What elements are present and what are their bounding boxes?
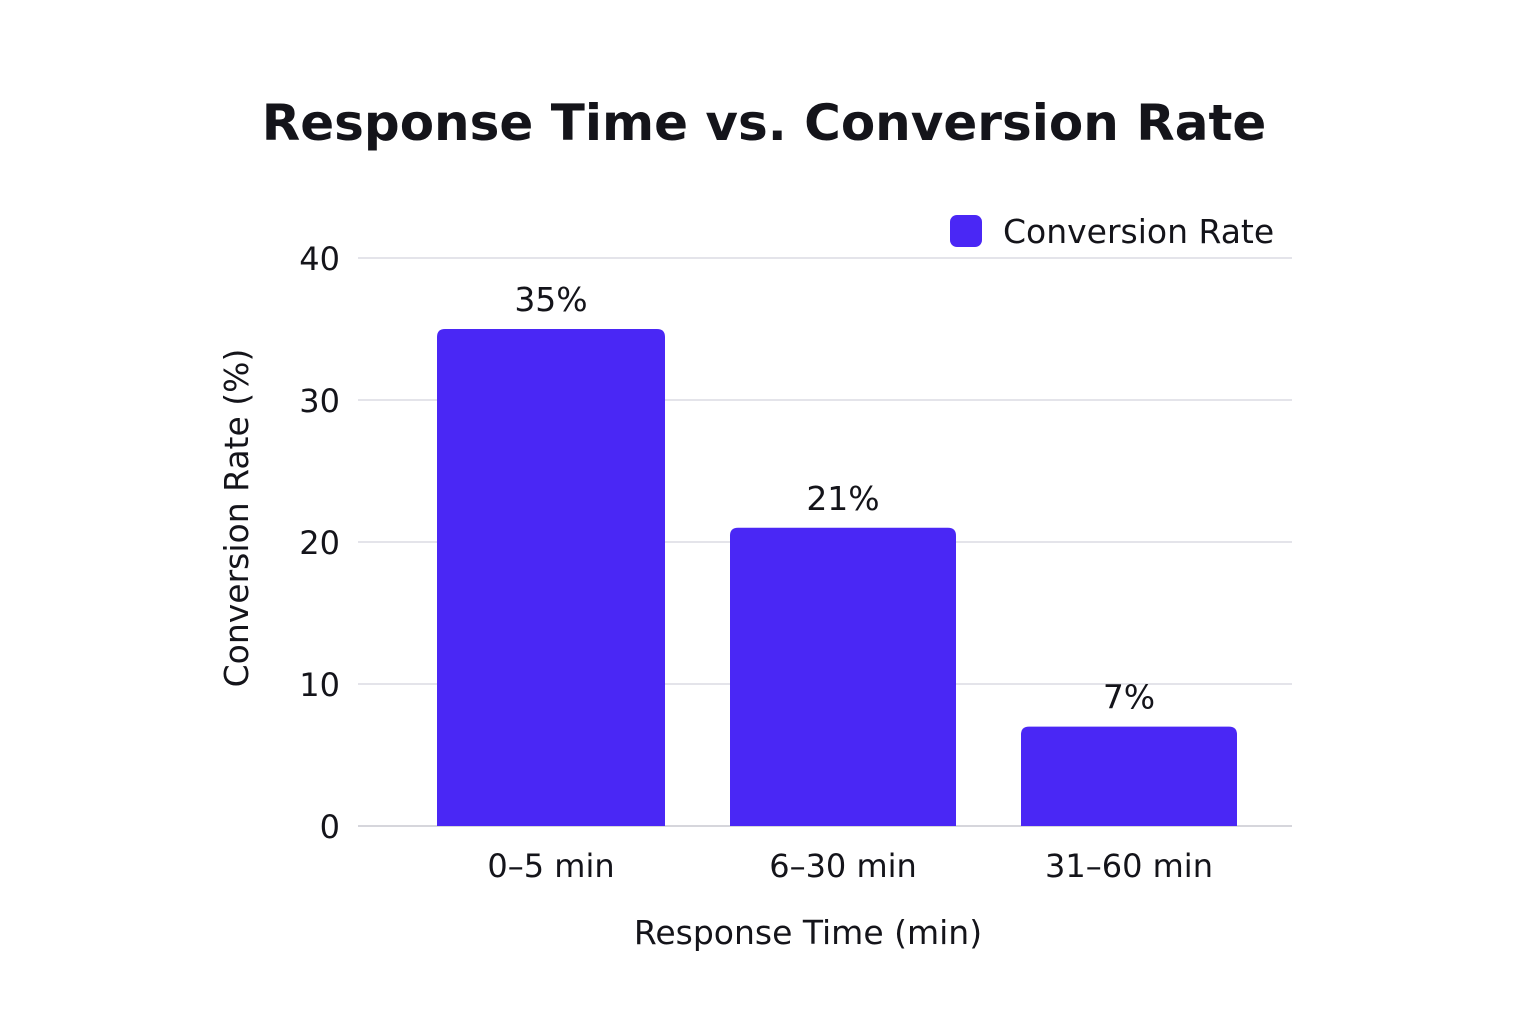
bars — [437, 329, 1237, 826]
data-labels: 35% 21% 7% — [514, 280, 1155, 717]
data-label: 35% — [514, 280, 587, 319]
bar-1 — [437, 329, 665, 826]
legend: Conversion Rate — [950, 212, 1274, 251]
y-tick-label: 0 — [320, 808, 340, 846]
x-axis-ticks: 0–5 min 6–30 min 31–60 min — [487, 847, 1213, 885]
bar-2 — [730, 527, 956, 826]
y-tick-label: 20 — [299, 524, 340, 562]
data-label: 7% — [1103, 678, 1155, 717]
legend-label: Conversion Rate — [1003, 212, 1274, 251]
bar-3 — [1021, 726, 1237, 826]
chart-title: Response Time vs. Conversion Rate — [262, 94, 1267, 152]
data-label: 21% — [806, 479, 879, 518]
y-axis-label: Conversion Rate (%) — [217, 349, 256, 688]
x-tick-label: 6–30 min — [769, 847, 917, 885]
y-tick-label: 40 — [299, 240, 340, 278]
legend-swatch — [950, 215, 982, 247]
y-axis-ticks: 0 10 20 30 40 — [299, 240, 340, 846]
y-tick-label: 30 — [299, 382, 340, 420]
y-tick-label: 10 — [299, 666, 340, 704]
x-tick-label: 31–60 min — [1045, 847, 1213, 885]
x-axis-label: Response Time (min) — [634, 913, 982, 952]
x-tick-label: 0–5 min — [487, 847, 614, 885]
